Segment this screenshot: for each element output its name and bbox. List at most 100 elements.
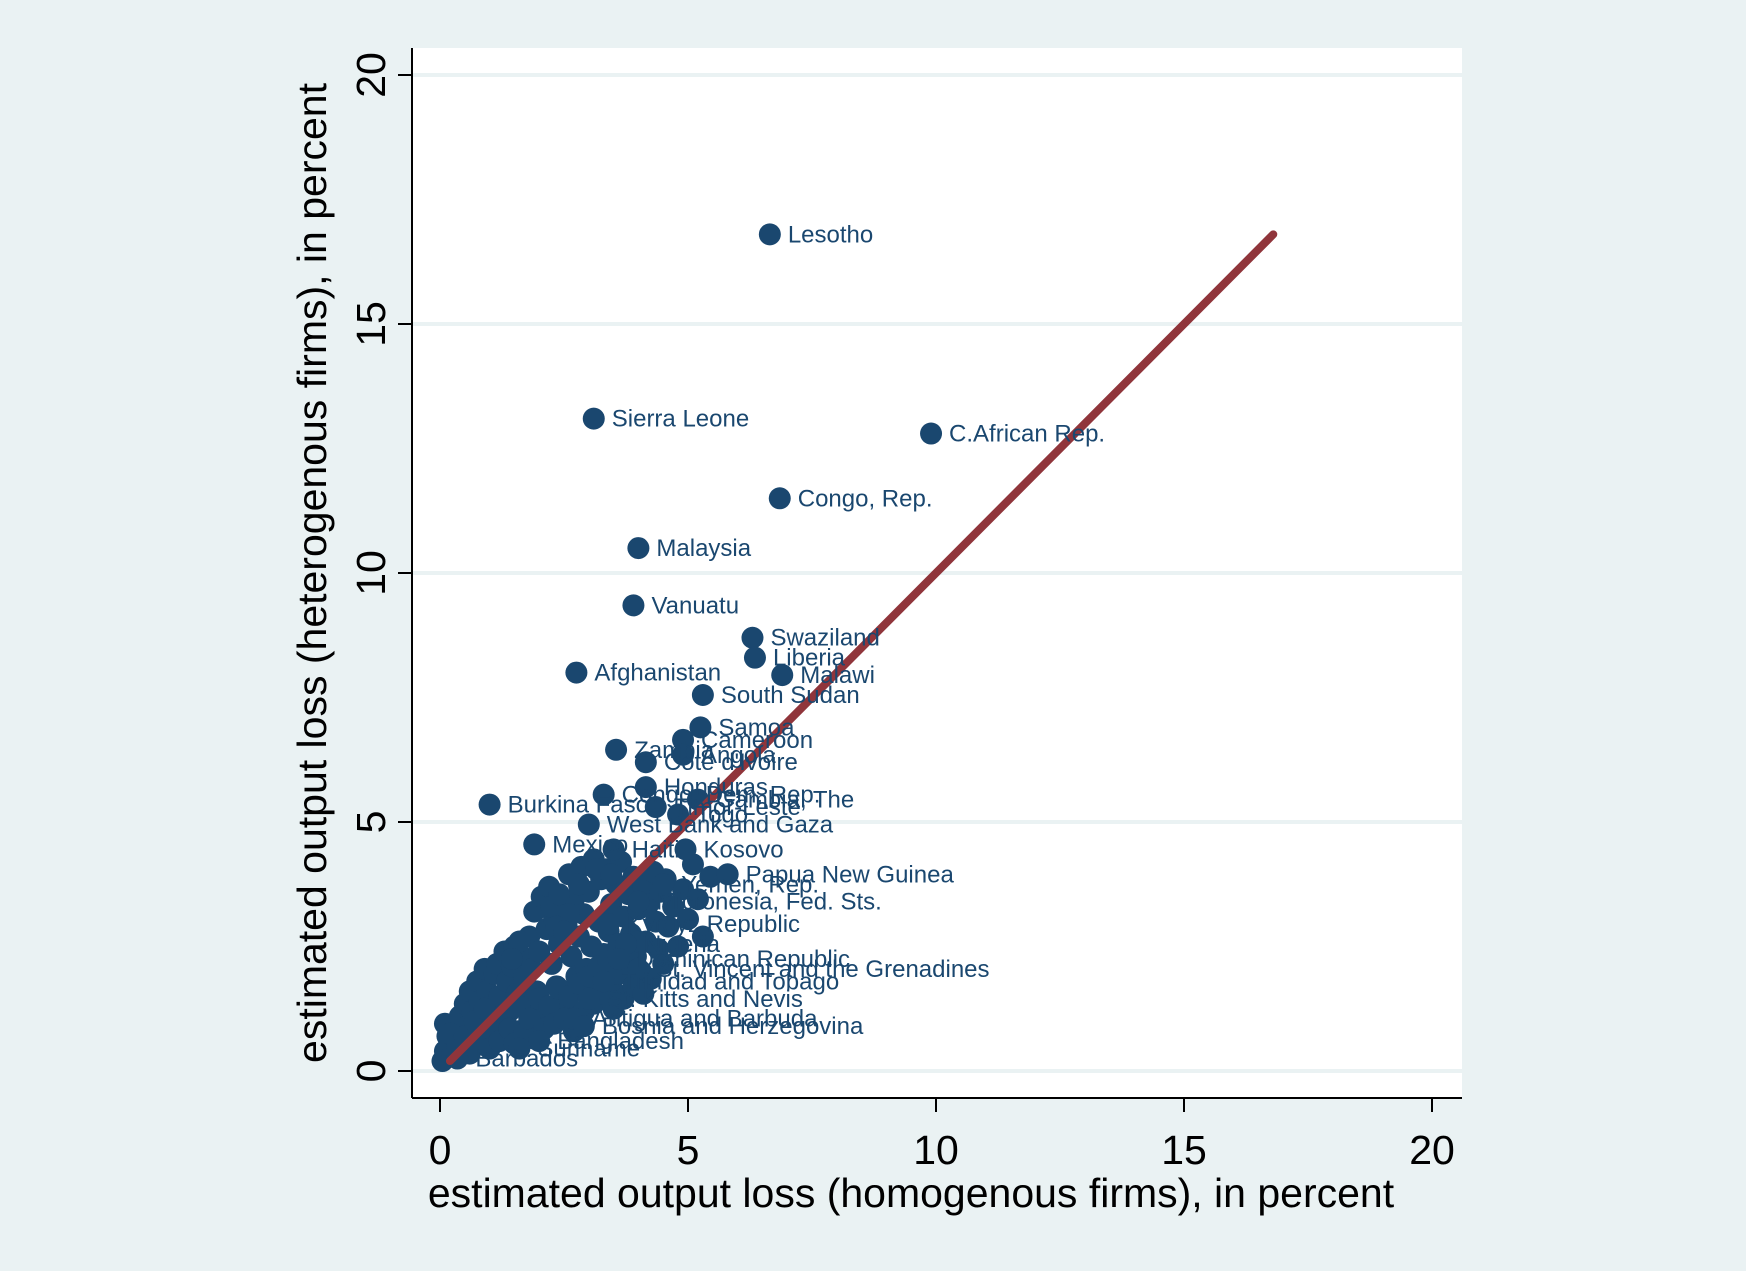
data-point-labeled xyxy=(741,626,764,649)
data-point xyxy=(699,865,722,888)
point-label: Swaziland xyxy=(770,625,879,652)
fit-line-group xyxy=(445,230,1278,1066)
x-tick-label: 20 xyxy=(1409,1127,1455,1173)
y-tick-label: 5 xyxy=(348,811,394,834)
point-label: Malaysia xyxy=(656,535,751,562)
point-label: Micronesia, Fed. Sts. xyxy=(656,889,881,916)
data-point-labeled xyxy=(592,970,615,993)
data-point xyxy=(677,908,699,931)
data-point-labeled xyxy=(523,833,546,856)
point-label: Bosnia and Herzegovina xyxy=(602,1013,864,1040)
data-point-labeled xyxy=(644,796,667,819)
data-point-labeled xyxy=(689,716,712,739)
data-point xyxy=(500,947,523,970)
data-point xyxy=(662,895,685,918)
data-point xyxy=(560,945,583,968)
data-point xyxy=(657,915,680,938)
data-point-labeled xyxy=(674,838,697,861)
point-label: Dominican Republic xyxy=(637,946,850,973)
point-label: Timor-Leste xyxy=(674,794,801,821)
data-point xyxy=(691,925,714,948)
data-point-labeled xyxy=(743,646,766,669)
y-tick-label: 0 xyxy=(348,1060,394,1083)
data-point-labeled xyxy=(652,873,675,896)
point-label: Afghanistan xyxy=(594,660,721,687)
point-label: Suriname xyxy=(537,1036,640,1063)
point-labels: Lesotho Sierra Leone C.African Rep. Congo, … xyxy=(475,221,1105,1072)
x-tick-label: 5 xyxy=(677,1127,700,1173)
data-point-labeled xyxy=(605,738,628,761)
point-label: Samoa xyxy=(718,714,795,741)
x-axis-label: estimated output loss (homogenous firms)… xyxy=(428,1170,1395,1216)
data-point-labeled xyxy=(634,776,657,799)
point-label: Congo, Dem. Rep. xyxy=(622,782,821,809)
data-point-labeled xyxy=(627,957,650,980)
y-tick-label: 10 xyxy=(348,550,394,596)
data-point-labeled xyxy=(622,594,645,617)
data-point-labeled xyxy=(627,890,650,913)
data-point-labeled xyxy=(758,223,781,246)
y-axis-label: estimated output loss (heterogenous firm… xyxy=(289,82,335,1063)
point-label: Kosovo xyxy=(704,836,784,863)
point-label: West Bank and Gaza xyxy=(607,811,834,838)
point-label: South Sudan xyxy=(721,682,860,709)
y-tick-label: 15 xyxy=(348,301,394,347)
x-tick-label: 10 xyxy=(913,1127,959,1173)
data-point-labeled xyxy=(508,1037,531,1060)
data-point-labeled xyxy=(577,813,600,836)
point-label: Burkina Faso xyxy=(508,792,649,819)
data-point-labeled xyxy=(634,751,657,774)
data-point-labeled xyxy=(607,947,630,970)
point-label: Yemen, Rep. xyxy=(681,871,819,898)
point-label: C.African Rep. xyxy=(949,421,1105,448)
point-label: Lesotho xyxy=(788,221,873,248)
data-point xyxy=(473,997,496,1020)
data-point xyxy=(600,863,623,886)
point-label: Papua New Guinea xyxy=(746,861,955,888)
point-label: Antigua and Barbuda xyxy=(592,1006,818,1033)
point-label: Congo, Rep. xyxy=(798,485,933,512)
data-point-labeled xyxy=(768,487,791,510)
point-label: Angola xyxy=(701,742,776,769)
point-label: St. Kitts and Nevis xyxy=(607,986,803,1013)
data-point-labeled xyxy=(667,803,690,826)
axes: 0 5 10 15 20 0 5 10 15 20 xyxy=(348,48,1462,1173)
data-point xyxy=(652,952,675,975)
point-label: Barbados xyxy=(475,1046,578,1073)
y-tick-label: 20 xyxy=(348,52,394,98)
data-point xyxy=(548,883,571,906)
data-point-labeled xyxy=(771,664,794,687)
data-point xyxy=(567,873,590,896)
point-label: Liberia xyxy=(773,645,846,672)
data-point xyxy=(632,982,655,1005)
data-point-labeled xyxy=(582,407,605,430)
data-point-labeled xyxy=(528,1030,551,1053)
data-point-labeled xyxy=(478,793,501,816)
point-label: Sierra Leone xyxy=(612,406,749,433)
point-label: Bangladesh xyxy=(557,1028,684,1055)
data-point-labeled xyxy=(672,743,695,766)
point-label: Haiti xyxy=(632,836,680,863)
point-label: Trinidad and Tobago xyxy=(622,968,840,995)
point-label: Honduras xyxy=(664,774,768,801)
point-label: Malawi xyxy=(800,662,875,689)
point-label: St. Vincent and the Grenadines xyxy=(656,956,989,983)
data-point xyxy=(667,935,690,958)
point-label: Zambia xyxy=(634,737,715,764)
x-tick-label: 15 xyxy=(1161,1127,1207,1173)
data-point-labeled xyxy=(597,913,620,936)
data-point-labeled xyxy=(565,661,588,684)
point-label: Vanuatu xyxy=(651,592,739,619)
data-point-labeled xyxy=(602,838,625,861)
data-point-labeled xyxy=(920,422,943,445)
point-label: Nigeria xyxy=(644,931,721,958)
data-point xyxy=(508,930,531,953)
data-point-labeled xyxy=(716,863,739,886)
data-point xyxy=(538,995,561,1018)
point-label: Gambia, The xyxy=(716,787,854,814)
point-label: Kyrgyz Republic xyxy=(627,911,800,938)
point-label: Cote d'Ivoire xyxy=(664,749,798,776)
data-point xyxy=(686,888,709,911)
data-point-labeled xyxy=(572,1015,595,1038)
